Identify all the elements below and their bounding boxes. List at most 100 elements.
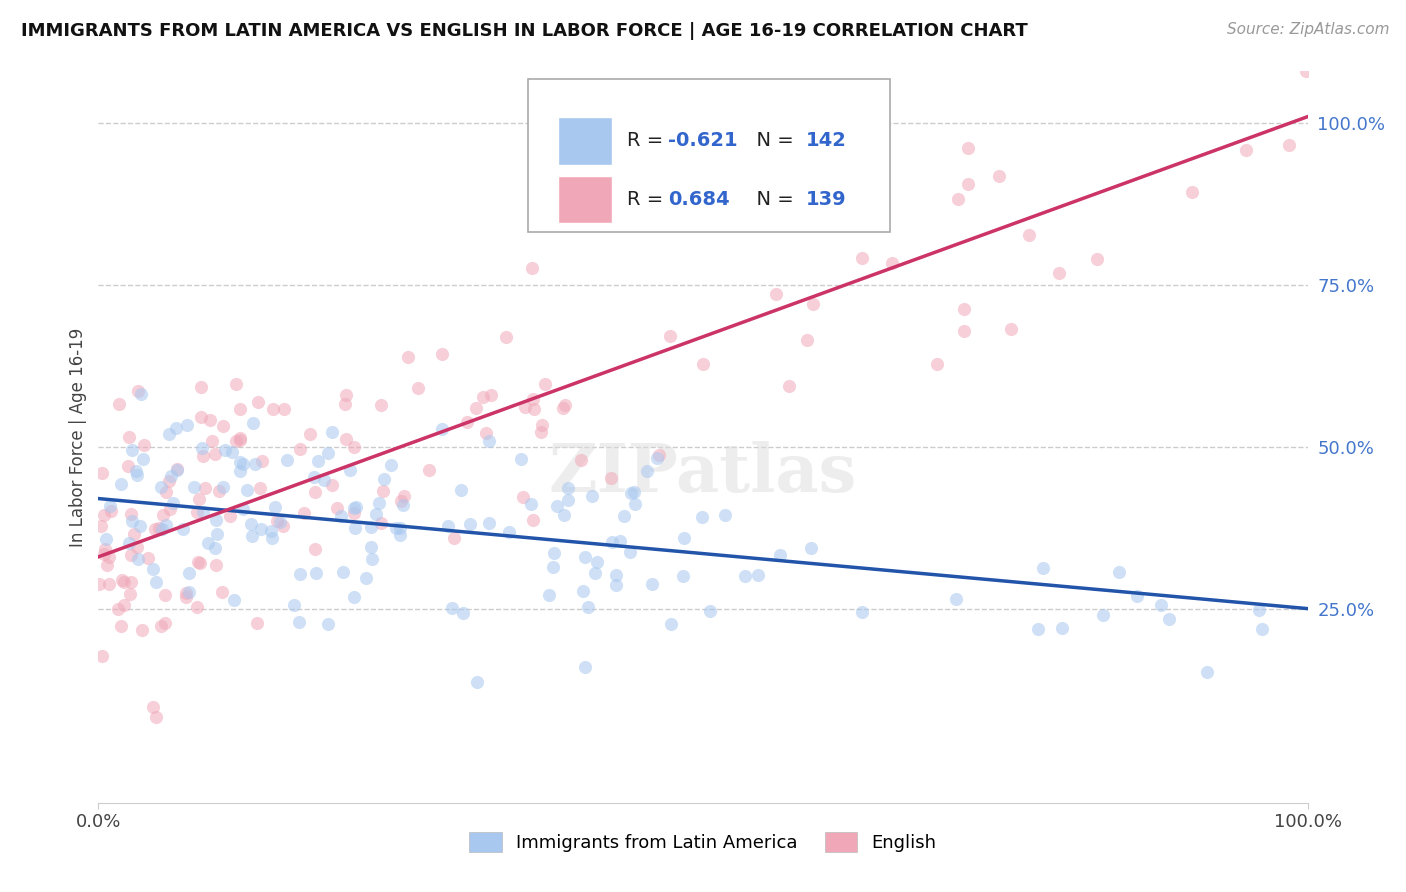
- Point: [118, 587, 141, 601]
- Point: [136, 550, 159, 565]
- Point: [229, 431, 252, 445]
- Point: [204, 447, 226, 461]
- Point: [148, 521, 170, 535]
- Point: [121, 514, 143, 528]
- Point: [343, 440, 366, 454]
- Point: [132, 438, 155, 452]
- Point: [583, 566, 606, 581]
- Point: [335, 432, 357, 446]
- Point: [145, 710, 167, 724]
- Text: 142: 142: [806, 131, 846, 151]
- Point: [219, 509, 242, 524]
- Point: [460, 516, 482, 531]
- Point: [132, 452, 155, 467]
- Point: [179, 585, 201, 599]
- Point: [769, 548, 792, 562]
- Text: R =: R =: [627, 131, 669, 151]
- Point: [373, 473, 395, 487]
- Point: [392, 498, 415, 512]
- Point: [127, 384, 149, 399]
- Point: [418, 462, 440, 476]
- Point: [299, 426, 322, 441]
- Bar: [558, 117, 613, 165]
- Point: [110, 619, 132, 633]
- Point: [734, 569, 756, 583]
- Point: [125, 464, 148, 478]
- Point: [191, 450, 214, 464]
- Point: [945, 591, 967, 606]
- Point: [143, 522, 166, 536]
- Text: IMMIGRANTS FROM LATIN AMERICA VS ENGLISH IN LABOR FORCE | AGE 16-19 CORRELATION : IMMIGRANTS FROM LATIN AMERICA VS ENGLISH…: [21, 22, 1028, 40]
- Point: [240, 516, 263, 531]
- Point: [443, 532, 465, 546]
- Point: [371, 484, 394, 499]
- Point: [174, 591, 197, 605]
- Point: [609, 534, 631, 549]
- Point: [1150, 598, 1173, 612]
- Point: [204, 541, 226, 555]
- Point: [636, 464, 658, 478]
- Point: [232, 502, 254, 516]
- Point: [120, 574, 142, 589]
- Point: [91, 648, 114, 663]
- Point: [176, 417, 198, 432]
- Point: [1032, 561, 1054, 575]
- Point: [510, 452, 533, 467]
- Point: [260, 531, 283, 545]
- Point: [157, 426, 180, 441]
- Point: [260, 524, 283, 538]
- Point: [212, 419, 235, 434]
- Point: [89, 577, 111, 591]
- Point: [112, 598, 135, 612]
- Point: [197, 536, 219, 550]
- Point: [987, 169, 1010, 183]
- Point: [478, 434, 501, 448]
- Point: [796, 333, 818, 347]
- Point: [672, 531, 695, 545]
- Point: [269, 515, 291, 529]
- FancyBboxPatch shape: [527, 78, 890, 232]
- Point: [1295, 63, 1317, 78]
- Point: [93, 547, 115, 561]
- Point: [366, 508, 388, 522]
- Point: [166, 463, 188, 477]
- Point: [699, 604, 721, 618]
- Point: [574, 660, 596, 674]
- Point: [142, 561, 165, 575]
- Point: [605, 568, 627, 582]
- Point: [1197, 665, 1219, 680]
- Point: [1091, 608, 1114, 623]
- Point: [129, 387, 152, 401]
- Point: [778, 379, 800, 393]
- Point: [385, 521, 408, 535]
- Point: [332, 565, 354, 579]
- Point: [602, 535, 624, 549]
- Point: [321, 477, 343, 491]
- Point: [325, 500, 347, 515]
- Point: [343, 500, 366, 515]
- Point: [522, 513, 544, 527]
- Point: [339, 463, 361, 477]
- Point: [436, 519, 458, 533]
- Point: [1278, 138, 1301, 153]
- Point: [586, 555, 609, 569]
- Point: [543, 546, 565, 560]
- Point: [288, 442, 311, 456]
- Point: [321, 425, 343, 439]
- Point: [714, 508, 737, 522]
- Point: [692, 357, 714, 371]
- Point: [246, 616, 269, 631]
- Point: [392, 489, 415, 503]
- Point: [186, 505, 208, 519]
- Point: [111, 573, 134, 587]
- Point: [1047, 266, 1070, 280]
- Point: [389, 494, 412, 508]
- Point: [243, 457, 266, 471]
- Point: [451, 607, 474, 621]
- Point: [107, 602, 129, 616]
- Point: [396, 351, 419, 365]
- Point: [661, 616, 683, 631]
- Point: [186, 600, 208, 615]
- Legend: Immigrants from Latin America, English: Immigrants from Latin America, English: [463, 824, 943, 860]
- Point: [94, 532, 117, 546]
